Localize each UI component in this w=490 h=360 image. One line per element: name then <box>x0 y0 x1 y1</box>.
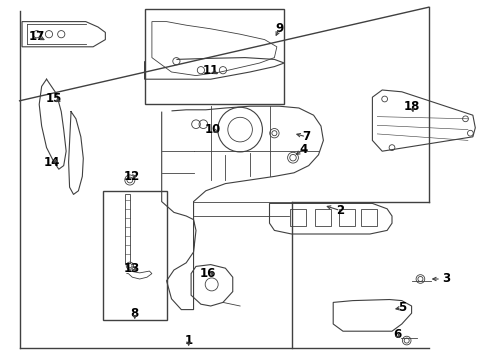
Text: 10: 10 <box>205 123 221 136</box>
Text: 7: 7 <box>302 130 310 143</box>
Text: 18: 18 <box>403 100 420 113</box>
Text: 13: 13 <box>124 262 141 275</box>
Text: 9: 9 <box>275 22 283 35</box>
Text: 16: 16 <box>200 267 217 280</box>
Text: 1: 1 <box>185 334 193 347</box>
Text: 6: 6 <box>393 328 401 341</box>
Bar <box>315 209 331 226</box>
Bar <box>361 209 377 226</box>
Bar <box>290 209 306 226</box>
Bar <box>339 209 355 226</box>
Text: 14: 14 <box>43 156 60 168</box>
Text: 4: 4 <box>300 143 308 156</box>
Text: 12: 12 <box>124 170 141 183</box>
Text: 2: 2 <box>337 204 344 217</box>
Text: 17: 17 <box>28 30 45 42</box>
Text: 8: 8 <box>131 307 139 320</box>
Text: 15: 15 <box>46 93 62 105</box>
Text: 5: 5 <box>398 301 406 314</box>
Text: 11: 11 <box>202 64 219 77</box>
Text: 3: 3 <box>442 273 450 285</box>
